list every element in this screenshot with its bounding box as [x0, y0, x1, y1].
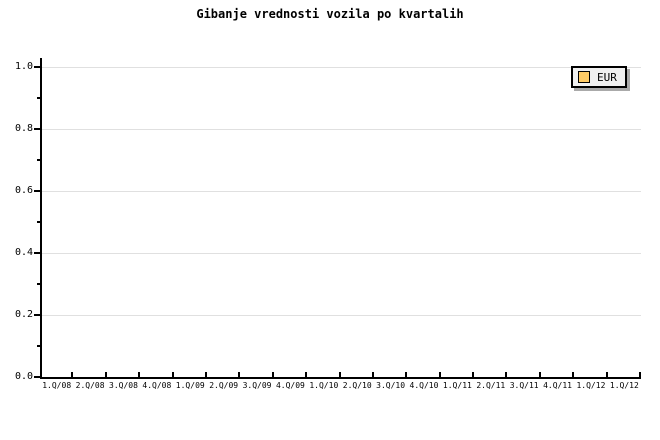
y-major-tick — [34, 66, 40, 68]
x-tick — [339, 372, 341, 377]
x-axis-label: 3.Q/11 — [509, 381, 539, 390]
legend-swatch-icon — [578, 71, 590, 83]
x-axis-label: 2.Q/10 — [342, 381, 372, 390]
y-major-tick — [34, 252, 40, 254]
y-minor-tick — [37, 97, 40, 99]
x-tick — [172, 372, 174, 377]
x-tick — [205, 372, 207, 377]
y-minor-tick — [37, 221, 40, 223]
x-tick — [138, 372, 140, 377]
gridline — [42, 67, 641, 68]
x-tick — [539, 372, 541, 377]
y-major-tick — [34, 314, 40, 316]
x-tick — [439, 372, 441, 377]
y-axis-label: 0.6 — [14, 185, 33, 196]
x-axis-label: 4.Q/08 — [142, 381, 172, 390]
x-tick — [572, 372, 574, 377]
y-axis-label: 1.0 — [14, 61, 33, 72]
y-axis-labels: 0.0 0.2 0.4 0.6 0.8 1.0 — [0, 58, 34, 382]
x-tick — [272, 372, 274, 377]
x-tick — [639, 372, 641, 377]
x-axis-label: 1.Q/09 — [175, 381, 205, 390]
y-major-tick — [34, 376, 40, 378]
gridline — [42, 315, 641, 316]
x-tick — [505, 372, 507, 377]
y-axis-label: 0.0 — [14, 371, 33, 382]
x-axis-line — [40, 377, 641, 379]
gridline — [42, 191, 641, 192]
x-axis-label: 4.Q/10 — [409, 381, 439, 390]
x-tick — [71, 372, 73, 377]
y-minor-tick — [37, 283, 40, 285]
x-tick — [305, 372, 307, 377]
y-major-tick — [34, 128, 40, 130]
x-tick — [405, 372, 407, 377]
y-axis-label: 0.2 — [14, 309, 33, 320]
x-tick — [105, 372, 107, 377]
gridline — [42, 129, 641, 130]
x-axis-label: 3.Q/10 — [376, 381, 406, 390]
x-tick — [372, 372, 374, 377]
y-axis-label: 0.4 — [14, 247, 33, 258]
x-axis-labels: 1.Q/08 2.Q/08 3.Q/08 4.Q/08 1.Q/09 2.Q/09 3.Q/… — [40, 381, 641, 391]
x-axis-label: 1.Q/12 — [576, 381, 606, 390]
y-axis-label: 0.8 — [14, 123, 33, 134]
y-axis-line — [40, 58, 42, 379]
legend: EUR — [571, 66, 627, 88]
x-tick — [606, 372, 608, 377]
x-axis-label: 4.Q/09 — [275, 381, 305, 390]
x-axis-label: 2.Q/09 — [209, 381, 239, 390]
x-axis-label: 3.Q/08 — [109, 381, 138, 390]
x-tick — [238, 372, 240, 377]
x-axis-label: 3.Q/09 — [242, 381, 272, 390]
y-minor-tick — [37, 159, 40, 161]
x-axis-label: 2.Q/11 — [476, 381, 506, 390]
x-axis-label: 1.Q/12 — [609, 381, 639, 390]
x-axis-label: 1.Q/11 — [442, 381, 472, 390]
plot-area — [34, 58, 641, 379]
x-axis-label: 4.Q/11 — [543, 381, 572, 390]
gridline — [42, 253, 641, 254]
legend-label: EUR — [597, 70, 617, 84]
x-axis-label: 1.Q/10 — [309, 381, 339, 390]
chart-title: Gibanje vrednosti vozila po kvartalih — [196, 7, 464, 21]
x-tick — [472, 372, 474, 377]
y-major-tick — [34, 190, 40, 192]
x-axis-label: 2.Q/08 — [75, 381, 105, 390]
y-minor-tick — [37, 345, 40, 347]
x-axis-label: 1.Q/08 — [42, 381, 72, 390]
